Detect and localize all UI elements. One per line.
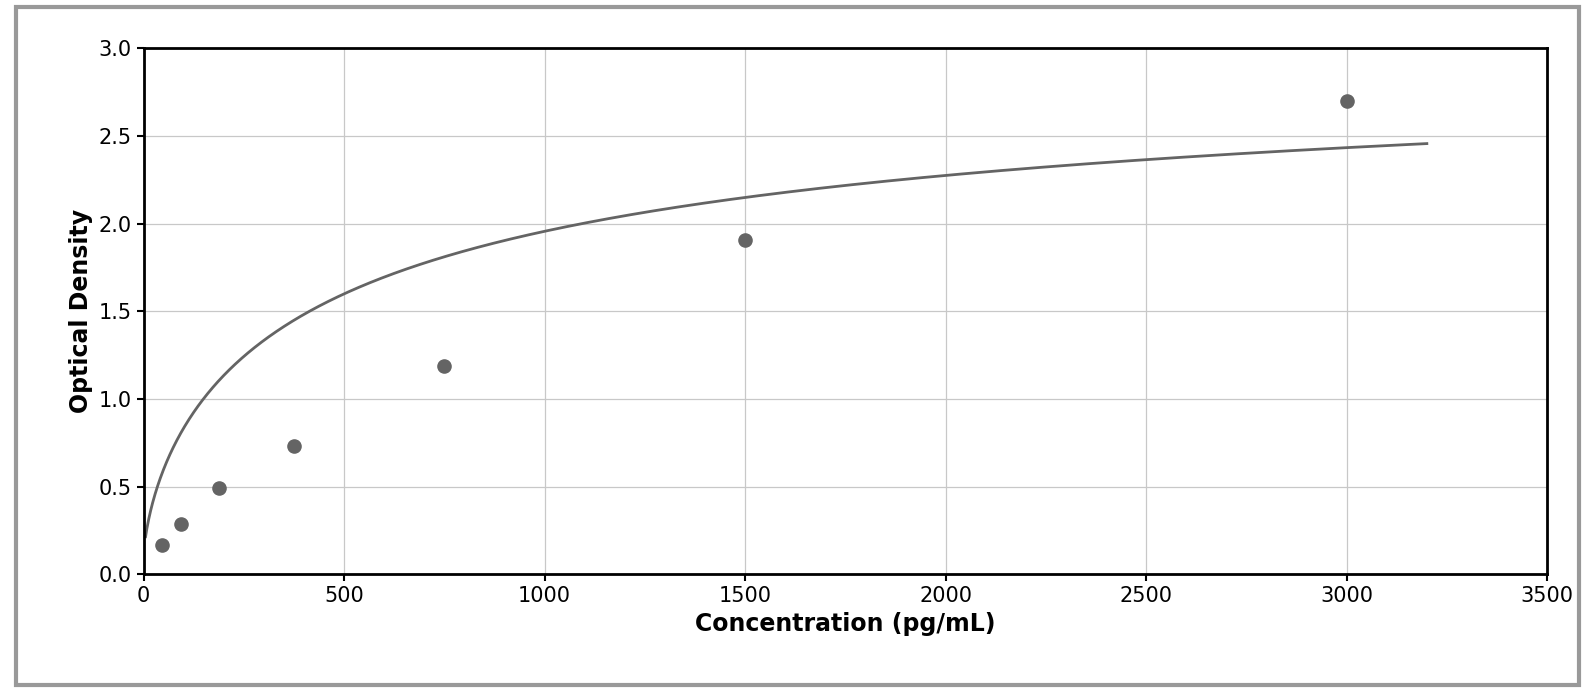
- Point: [732, 234, 758, 245]
- Point: [432, 361, 458, 372]
- Point: [169, 518, 195, 529]
- X-axis label: Concentration (pg/mL): Concentration (pg/mL): [695, 612, 995, 636]
- Point: [206, 483, 231, 494]
- Point: [1333, 95, 1359, 107]
- Y-axis label: Optical Density: Optical Density: [69, 210, 93, 413]
- Point: [150, 539, 175, 550]
- Point: [281, 441, 306, 452]
